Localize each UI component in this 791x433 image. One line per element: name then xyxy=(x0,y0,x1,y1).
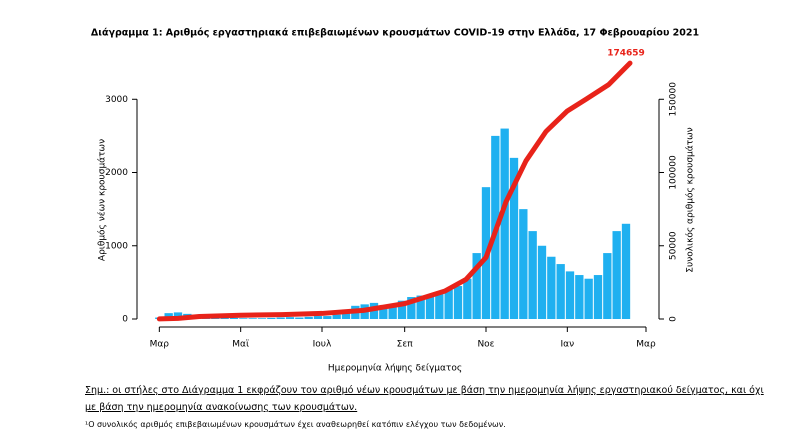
bar xyxy=(593,275,603,319)
bar xyxy=(313,316,323,319)
bar xyxy=(444,289,453,319)
x-tick-label: Ιαν xyxy=(561,340,575,350)
bar xyxy=(621,223,631,319)
bar xyxy=(379,305,388,319)
note: με βάση την ημερομηνία ανακοίνωσης των κ… xyxy=(85,402,358,413)
bar xyxy=(556,264,565,319)
bar xyxy=(239,318,248,319)
bar xyxy=(323,316,332,319)
bar xyxy=(453,286,463,319)
y2-tick-label: 150000 xyxy=(669,82,679,117)
footnote: ¹Ο συνολικός αριθμός επιβεβαιωμένων κρου… xyxy=(85,420,506,429)
bar xyxy=(267,317,276,319)
bar xyxy=(528,231,537,319)
bar xyxy=(416,295,425,319)
bar xyxy=(509,157,519,319)
bar xyxy=(463,278,472,319)
note: Σημ.: οι στήλες στο Διάγραμμα 1 εκφράζου… xyxy=(85,385,764,396)
bar xyxy=(575,275,584,319)
bar xyxy=(285,317,295,319)
bar xyxy=(584,278,593,319)
y2-tick-label: 0 xyxy=(669,316,679,322)
x-tick-label: Σεπ xyxy=(397,340,414,350)
bar xyxy=(397,300,407,319)
y-tick-label: 0 xyxy=(122,315,128,325)
line xyxy=(156,60,633,322)
bar xyxy=(276,317,285,319)
bar xyxy=(425,294,435,319)
data-label: 174659 xyxy=(607,49,645,59)
y-tick-label: 2000 xyxy=(105,168,128,178)
bar xyxy=(341,309,351,319)
bar xyxy=(304,316,313,319)
x-axis-title: Ημερομηνία λήψης δείγματος xyxy=(328,364,462,374)
bar xyxy=(407,297,416,319)
y2-axis-title: Συνολικός αριθμός κρουσμάτων xyxy=(685,127,696,272)
bar xyxy=(332,314,341,319)
y2-tick-label: 100000 xyxy=(669,155,679,190)
x-tick-label: Μαρ xyxy=(636,340,656,350)
bar xyxy=(519,209,528,319)
bar xyxy=(248,318,257,319)
bar xyxy=(295,317,304,319)
bar xyxy=(173,312,183,319)
bar xyxy=(500,128,509,319)
bar xyxy=(472,253,481,319)
bar xyxy=(612,231,621,319)
x-tick-label: Νοε xyxy=(477,340,494,350)
y-axis-title: Αριθμός νέων κρουσμάτων xyxy=(97,139,108,261)
bar xyxy=(435,293,444,319)
y-tick-label: 3000 xyxy=(105,95,128,105)
x-tick-label: Ιουλ xyxy=(313,340,332,350)
y-tick-label: 1000 xyxy=(105,241,128,251)
chart: Διάγραμμα 1: Αριθμός εργαστηριακά επιβεβ… xyxy=(91,28,699,374)
bar xyxy=(229,317,239,319)
chart-title: Διάγραμμα 1: Αριθμός εργαστηριακά επιβεβ… xyxy=(91,28,699,39)
bar xyxy=(565,271,575,319)
bar xyxy=(388,304,397,319)
bar xyxy=(537,245,547,319)
bar xyxy=(220,317,229,319)
bar xyxy=(164,313,173,319)
bar xyxy=(547,256,556,319)
bar xyxy=(603,253,612,319)
x-tick-label: Μαϊ xyxy=(232,340,249,350)
y2-tick-label: 50000 xyxy=(669,231,679,260)
x-tick-label: Μαρ xyxy=(150,340,170,350)
bar xyxy=(257,318,267,319)
